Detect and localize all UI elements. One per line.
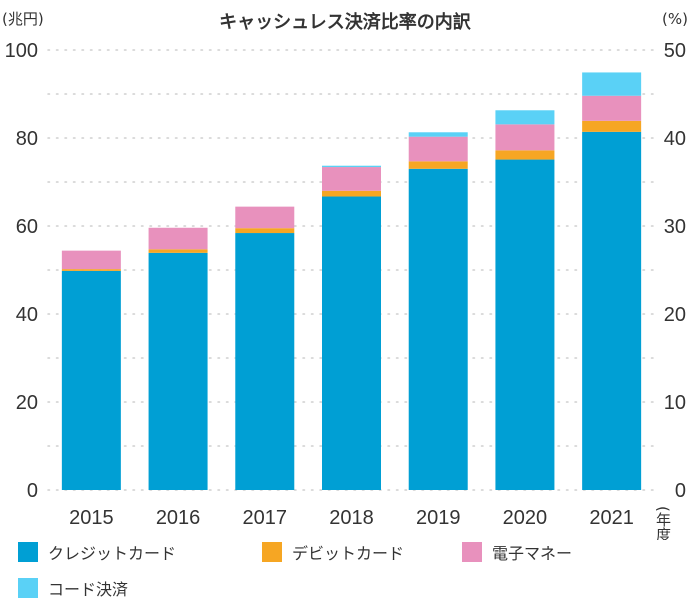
- bar-segment: [582, 72, 642, 96]
- legend-label: デビットカード: [292, 544, 405, 563]
- x-axis: 2015 2016 2017 2018 2019 2020 2021: [69, 507, 634, 529]
- bar-segment: [235, 228, 295, 234]
- stacked-bar-chart: キャッシュレス決済比率の内訳 (兆円) (%) 0 20 40 60 80 100 0 10…: [2, 10, 688, 540]
- bar-segment: [61, 269, 121, 271]
- right-tick-label: 40: [664, 128, 686, 150]
- bar-segment: [235, 233, 295, 491]
- bar-segment: [235, 206, 295, 229]
- right-tick-label: 20: [664, 304, 686, 326]
- x-tick-label: 2017: [243, 507, 288, 529]
- left-tick-label: 40: [16, 304, 38, 326]
- legend-label: クレジットカード: [48, 544, 177, 563]
- right-tick-label: 10: [664, 392, 686, 414]
- legend-label: コード決済: [48, 580, 129, 599]
- bar-segment: [322, 196, 381, 490]
- x-tick-label: 2016: [156, 507, 201, 529]
- right-axis-unit: (%): [662, 10, 688, 28]
- legend-swatch: [462, 542, 482, 562]
- x-tick-label: 2021: [589, 507, 634, 529]
- bar-segment: [61, 270, 121, 490]
- bars: [61, 72, 642, 491]
- bar-segment: [61, 250, 121, 270]
- bar-segment: [148, 227, 208, 250]
- x-tick-label: 2019: [416, 507, 461, 529]
- legend-item-credit-card: クレジットカード: [18, 540, 176, 564]
- x-tick-label: 2015: [69, 507, 114, 529]
- left-axis: 0 20 40 60 80 100: [5, 40, 38, 502]
- left-tick-label: 60: [16, 216, 38, 238]
- left-tick-label: 80: [16, 128, 38, 150]
- legend-item-e-money: 電子マネー: [462, 540, 572, 564]
- chart-title: キャッシュレス決済比率の内訳: [219, 11, 472, 33]
- bar-segment: [582, 131, 642, 490]
- bar-segment: [322, 190, 381, 197]
- right-tick-label: 0: [675, 480, 686, 502]
- legend-swatch: [18, 578, 38, 598]
- right-axis: 0 10 20 30 40 50: [664, 40, 686, 502]
- legend-swatch: [262, 542, 282, 562]
- legend-label: 電子マネー: [492, 544, 573, 563]
- x-tick-label: 2020: [503, 507, 548, 529]
- bar-segment: [408, 132, 468, 137]
- x-tick-label: 2018: [329, 507, 374, 529]
- bar-segment: [322, 167, 381, 191]
- bar-segment: [148, 252, 208, 490]
- x-axis-unit: (年度): [654, 506, 672, 540]
- bar-segment: [582, 95, 642, 121]
- right-tick-label: 50: [664, 40, 686, 62]
- right-tick-label: 30: [664, 216, 686, 238]
- bar-segment: [408, 136, 468, 162]
- bar-segment: [148, 249, 208, 253]
- bar-segment: [495, 110, 555, 125]
- left-tick-label: 20: [16, 392, 38, 414]
- left-tick-label: 100: [5, 40, 38, 62]
- bar-segment: [582, 120, 642, 132]
- bar-segment: [408, 168, 468, 491]
- bar-segment: [408, 161, 468, 169]
- left-tick-label: 0: [27, 480, 38, 502]
- legend-swatch: [18, 542, 38, 562]
- bar-segment: [322, 165, 381, 168]
- bar-segment: [495, 159, 555, 490]
- bar-segment: [495, 150, 555, 160]
- legend-item-debit-card: デビットカード: [262, 540, 404, 564]
- bar-segment: [495, 124, 555, 151]
- left-axis-unit: (兆円): [2, 10, 44, 28]
- legend-item-code-payment: コード決済: [18, 576, 128, 600]
